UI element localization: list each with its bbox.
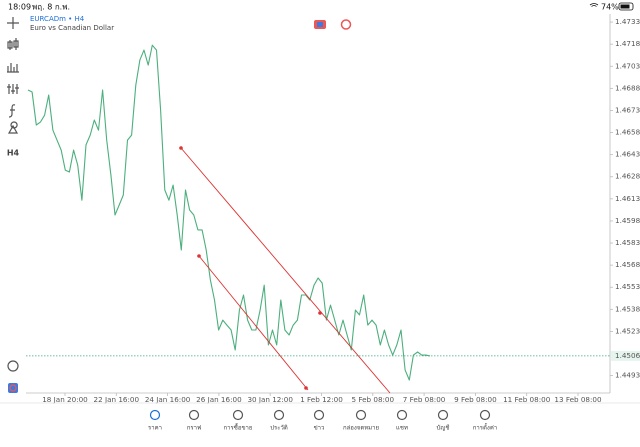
x-tick-label: 11 Feb 08:00 bbox=[503, 395, 551, 404]
current-price-label: 1.45064 bbox=[615, 351, 640, 360]
timeframe[interactable]: H4 bbox=[7, 149, 20, 158]
nav-label: การตั้งค่า bbox=[473, 422, 497, 432]
objects-tool[interactable] bbox=[7, 84, 19, 94]
nav-label: ประวัติ bbox=[270, 425, 288, 432]
trend-anchor[interactable] bbox=[318, 311, 322, 315]
x-tick-label: 22 Jan 16:00 bbox=[94, 395, 140, 404]
nav-icon bbox=[437, 409, 449, 421]
speedometer-icon[interactable] bbox=[7, 360, 19, 372]
nav-icon bbox=[232, 409, 244, 421]
y-tick-label: 1.46280 bbox=[615, 172, 640, 181]
trend-anchor[interactable] bbox=[179, 146, 183, 150]
y-tick-label: 1.45230 bbox=[615, 326, 640, 335]
trend-anchor[interactable] bbox=[304, 386, 308, 390]
nav-icon bbox=[273, 409, 285, 421]
y-tick-label: 1.46130 bbox=[615, 194, 640, 203]
y-tick-label: 1.47180 bbox=[615, 39, 640, 48]
battery-text: 74% bbox=[601, 3, 619, 12]
nav-item[interactable]: แชท bbox=[396, 409, 408, 432]
nav-icon bbox=[396, 409, 408, 421]
nav-icon bbox=[149, 409, 161, 421]
wifi-icon bbox=[589, 3, 599, 7]
x-tick-label: 9 Feb 08:00 bbox=[454, 395, 497, 404]
trend-anchor[interactable] bbox=[197, 254, 201, 258]
nav-icon bbox=[313, 409, 325, 421]
y-tick-label: 1.45980 bbox=[615, 216, 640, 225]
nav-item[interactable]: การตั้งค่า bbox=[473, 409, 497, 432]
y-tick-label: 1.45380 bbox=[615, 304, 640, 313]
y-tick-label: 1.44930 bbox=[615, 371, 640, 380]
x-tick-label: 18 Jan 20:00 bbox=[42, 395, 88, 404]
x-tick-label: 24 Jan 16:00 bbox=[145, 395, 191, 404]
trend-line[interactable] bbox=[198, 255, 309, 391]
y-tick-label: 1.46580 bbox=[615, 128, 640, 137]
nav-item[interactable]: ราคา bbox=[148, 409, 162, 432]
price-line bbox=[27, 44, 431, 381]
x-tick-label: 1 Feb 12:00 bbox=[300, 395, 343, 404]
nav-item[interactable]: บัญชี bbox=[437, 409, 450, 432]
y-tick-label: 1.46730 bbox=[615, 105, 640, 114]
nav-icon bbox=[355, 409, 367, 421]
crosshair-tool[interactable] bbox=[7, 17, 19, 29]
y-tick-label: 1.46430 bbox=[615, 150, 640, 159]
status-time: 18:09 bbox=[8, 3, 31, 12]
nav-icon bbox=[479, 409, 491, 421]
one-click-trade-inner bbox=[317, 22, 323, 27]
function-tool[interactable] bbox=[8, 104, 16, 118]
indicators-tool[interactable] bbox=[7, 63, 19, 73]
x-tick-label: 7 Feb 08:00 bbox=[403, 395, 446, 404]
symbol-name: EURCADm • H4 bbox=[30, 15, 85, 23]
shapes-tool[interactable] bbox=[7, 121, 19, 134]
nav-item[interactable]: กราฟ bbox=[187, 409, 201, 432]
nav-icon bbox=[188, 409, 200, 421]
y-tick-label: 1.46880 bbox=[615, 83, 640, 92]
y-tick-label: 1.47330 bbox=[615, 17, 640, 26]
nav-item[interactable]: ประวัติ bbox=[270, 409, 288, 432]
depth-icon[interactable] bbox=[340, 19, 352, 30]
trade-icon-ring bbox=[9, 384, 17, 392]
nav-label: กล่องจดหมาย bbox=[343, 425, 379, 432]
chart-type-tool[interactable] bbox=[7, 38, 19, 50]
x-tick-label: 13 Feb 08:00 bbox=[554, 395, 602, 404]
battery-level bbox=[620, 4, 630, 9]
nav-label: บัญชี bbox=[437, 424, 450, 432]
nav-item[interactable]: การซื้อขาย bbox=[224, 409, 253, 432]
nav-label: ข่าว bbox=[314, 425, 325, 432]
nav-item[interactable]: กล่องจดหมาย bbox=[343, 409, 379, 432]
y-tick-label: 1.45530 bbox=[615, 282, 640, 291]
y-tick-label: 1.45830 bbox=[615, 238, 640, 247]
x-tick-label: 30 Jan 12:00 bbox=[247, 395, 293, 404]
current-price-box bbox=[611, 350, 640, 361]
nav-label: แชท bbox=[396, 425, 408, 432]
y-tick-label: 1.47030 bbox=[615, 61, 640, 70]
battery-icon bbox=[618, 2, 634, 11]
nav-item[interactable]: ข่าว bbox=[313, 409, 325, 432]
left-toolbar bbox=[7, 17, 19, 134]
y-tick-label: 1.45680 bbox=[615, 260, 640, 269]
status-date: พฤ. 8 ก.พ. bbox=[32, 3, 70, 12]
nav-label: ราคา bbox=[148, 425, 162, 432]
x-tick-label: 26 Jan 16:00 bbox=[196, 395, 242, 404]
nav-label: การซื้อขาย bbox=[224, 422, 253, 432]
x-tick-label: 5 Feb 08:00 bbox=[352, 395, 395, 404]
nav-label: กราฟ bbox=[187, 425, 201, 432]
trend-line[interactable] bbox=[180, 147, 391, 394]
symbol-description: Euro vs Canadian Dollar bbox=[30, 24, 114, 32]
